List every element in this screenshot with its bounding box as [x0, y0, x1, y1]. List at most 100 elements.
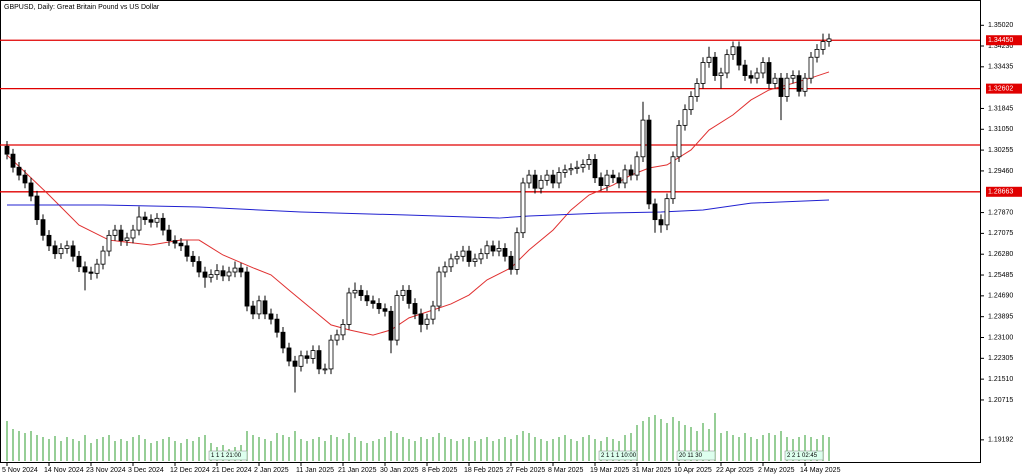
candle-body [322, 368, 328, 371]
candle-body [196, 261, 202, 273]
y-tick-label: 1.34230 [988, 43, 1013, 50]
candle-body [136, 216, 142, 231]
x-tick-label: 11 Jan 2025 [296, 467, 334, 474]
candle-body [304, 355, 310, 359]
event-box [676, 450, 716, 461]
plot-frame [0, 0, 981, 463]
candle-body [160, 217, 166, 231]
candle-body [514, 232, 520, 270]
candle-body [16, 166, 22, 176]
candle-body [232, 267, 238, 273]
candle-body [556, 172, 562, 184]
candle-body [628, 169, 634, 176]
y-tick-label: 1.31845 [988, 105, 1013, 112]
candle-body [250, 305, 256, 315]
candle-body [124, 237, 130, 241]
level-label-box [986, 35, 1022, 46]
level-label-box [986, 83, 1022, 94]
event-label: 2 2 1 02:45 [787, 453, 818, 459]
candle-body [40, 219, 46, 236]
candle-body [148, 219, 154, 223]
candle-body [760, 62, 766, 74]
candle-body [466, 250, 472, 262]
event-label: 20 11 30 [679, 453, 703, 459]
y-tick-label: 1.29460 [988, 168, 1013, 175]
candle-body [634, 156, 640, 176]
candle-body [574, 166, 580, 169]
candle-body [730, 46, 736, 56]
x-tick-label: 19 Mar 2025 [590, 467, 629, 474]
candle-body [88, 271, 94, 274]
level-label-box [986, 186, 1022, 197]
candle-body [238, 267, 244, 273]
candle-body [448, 258, 454, 268]
x-tick-label: 14 Nov 2024 [44, 467, 84, 474]
candle-body [100, 250, 106, 265]
y-tick-label: 1.25485 [988, 272, 1013, 279]
candle-body [406, 289, 412, 304]
candle-body [652, 203, 658, 221]
candle-body [670, 156, 676, 200]
candle-body [442, 266, 448, 273]
candle-body [586, 158, 592, 166]
candle-body [550, 174, 556, 184]
x-tick-label: 30 Jan 2025 [380, 467, 419, 474]
candle-body [334, 334, 340, 341]
y-tick-label: 1.31050 [988, 126, 1013, 133]
candle-body [364, 295, 370, 302]
candle-body [220, 270, 226, 277]
candle-body [622, 169, 628, 184]
candle-body [286, 347, 292, 362]
candle-body [802, 77, 808, 92]
candle-body [568, 168, 574, 171]
candle-body [358, 289, 364, 296]
candle-body [694, 83, 700, 97]
event-box [784, 450, 824, 461]
candle-body [142, 216, 148, 221]
candle-body [790, 75, 796, 79]
x-tick-label: 27 Feb 2025 [506, 467, 545, 474]
event-box [598, 450, 638, 461]
candle-body [94, 263, 100, 274]
candle-body [76, 255, 82, 268]
level-label: 1.28663 [988, 189, 1013, 196]
candle-body [190, 255, 196, 262]
candle-body [52, 245, 58, 255]
candle-body [268, 313, 274, 320]
y-tick-label: 1.33435 [988, 64, 1013, 71]
x-tick-label: 14 May 2025 [800, 467, 841, 474]
candle-body [538, 179, 544, 189]
candle-body [424, 318, 430, 325]
candle-body [244, 271, 250, 307]
candle-body [154, 217, 160, 223]
candle-body [718, 72, 724, 76]
candle-body [502, 248, 508, 257]
candle-body [814, 48, 820, 58]
candle-body [82, 266, 88, 273]
candle-body [382, 308, 388, 312]
candle-body [64, 245, 70, 249]
candle-body [820, 41, 826, 50]
candle-body [430, 305, 436, 320]
candle-body [262, 300, 268, 315]
candle-body [436, 271, 442, 307]
candle-body [688, 96, 694, 111]
candle-body [646, 119, 652, 205]
candle-body [172, 240, 178, 244]
y-tick-label: 1.23100 [988, 334, 1013, 341]
candle-body [274, 318, 280, 333]
candle-body [490, 245, 496, 252]
candle-body [562, 169, 568, 173]
candle-body [796, 75, 802, 92]
candle-body [226, 271, 232, 277]
candle-body [784, 77, 790, 97]
candle-body [280, 331, 286, 349]
candle-body [28, 182, 34, 197]
candle-body [682, 109, 688, 126]
candle-body [532, 174, 538, 189]
candle-body [130, 229, 136, 239]
candle-body [202, 271, 208, 278]
x-tick-label: 18 Feb 2025 [464, 467, 503, 474]
candle-body [418, 313, 424, 325]
